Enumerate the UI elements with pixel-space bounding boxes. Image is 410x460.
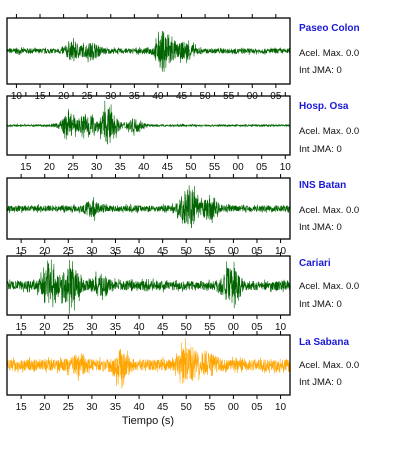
tick-label: 35 — [110, 402, 122, 413]
tick-label: 55 — [204, 246, 216, 257]
tick-label: 30 — [86, 246, 98, 257]
tick-label: 10 — [275, 322, 287, 333]
tick-label: 25 — [63, 322, 75, 333]
accel-max-paseo-colon: Acel. Max. 0.0 — [299, 48, 360, 59]
tick-label: 05 — [251, 246, 263, 257]
waveform-hosp-osa — [6, 100, 291, 145]
tick-label: 25 — [63, 246, 75, 257]
tick-label: 20 — [39, 322, 51, 333]
waveform-cariari — [6, 259, 291, 314]
tick-label: 20 — [44, 162, 56, 173]
tick-label: 20 — [39, 402, 51, 413]
tick-label: 40 — [134, 402, 146, 413]
accel-max-hosp-osa: Acel. Max. 0.0 — [299, 126, 360, 137]
accel-max-cariari: Acel. Max. 0.0 — [299, 281, 360, 292]
accel-max-ins-batan: Acel. Max. 0.0 — [299, 205, 360, 216]
tick-label: 35 — [115, 162, 127, 173]
tick-label: 15 — [16, 402, 28, 413]
panel-frame-paseo-colon — [6, 17, 291, 85]
tick-label: 00 — [233, 162, 245, 173]
tick-label: 20 — [39, 246, 51, 257]
tick-label: 55 — [209, 162, 221, 173]
tick-label: 40 — [138, 162, 150, 173]
station-name-hosp-osa: Hosp. Osa — [299, 101, 349, 112]
station-name-cariari: Cariari — [299, 258, 331, 269]
tick-label: 30 — [86, 322, 98, 333]
panel-frame-ins-batan — [6, 177, 291, 240]
tick-label: 30 — [91, 162, 103, 173]
tick-label: 10 — [280, 162, 292, 173]
tick-label: 15 — [16, 322, 28, 333]
tick-label: 05 — [251, 322, 263, 333]
int-jma-cariari: Int JMA: 0 — [299, 299, 342, 310]
panel-frame-la-sabana — [6, 334, 291, 396]
tick-label: 50 — [185, 162, 197, 173]
accel-max-la-sabana: Acel. Max. 0.0 — [299, 360, 360, 371]
int-jma-hosp-osa: Int JMA: 0 — [299, 144, 342, 155]
tick-label: 45 — [157, 402, 169, 413]
tick-label: 40 — [134, 322, 146, 333]
tick-label: 00 — [228, 402, 240, 413]
tick-label: 15 — [16, 246, 28, 257]
waveform-paseo-colon — [6, 31, 291, 72]
panel-frame-hosp-osa — [6, 95, 291, 156]
tick-label: 10 — [275, 246, 287, 257]
tick-label: 55 — [204, 322, 216, 333]
tick-label: 05 — [256, 162, 268, 173]
tick-label: 25 — [67, 162, 79, 173]
tick-label: 55 — [204, 402, 216, 413]
tick-label: 00 — [228, 322, 240, 333]
station-name-ins-batan: INS Batan — [299, 180, 347, 191]
tick-label: 50 — [181, 246, 193, 257]
tick-label: 10 — [275, 402, 287, 413]
station-name-la-sabana: La Sabana — [299, 337, 350, 348]
tick-label: 05 — [251, 402, 263, 413]
int-jma-paseo-colon: Int JMA: 0 — [299, 65, 342, 76]
tick-label: 45 — [157, 322, 169, 333]
station-name-paseo-colon: Paseo Colon — [299, 23, 360, 34]
tick-label: 50 — [181, 402, 193, 413]
int-jma-ins-batan: Int JMA: 0 — [299, 222, 342, 233]
tick-label: 15 — [20, 162, 32, 173]
tick-label: 45 — [162, 162, 174, 173]
panel-frame-cariari — [6, 255, 291, 316]
tick-label: 35 — [110, 246, 122, 257]
tick-label: 50 — [181, 322, 193, 333]
waveform-la-sabana — [6, 338, 291, 389]
tick-label: 30 — [86, 402, 98, 413]
tick-label: 35 — [110, 322, 122, 333]
tick-label: 25 — [63, 402, 75, 413]
int-jma-la-sabana: Int JMA: 0 — [299, 377, 342, 388]
tick-label: 45 — [157, 246, 169, 257]
waveform-ins-batan — [6, 185, 291, 228]
tick-label: 40 — [134, 246, 146, 257]
x-axis-label: Tiempo (s) — [121, 415, 175, 427]
tick-label: 00 — [228, 246, 240, 257]
